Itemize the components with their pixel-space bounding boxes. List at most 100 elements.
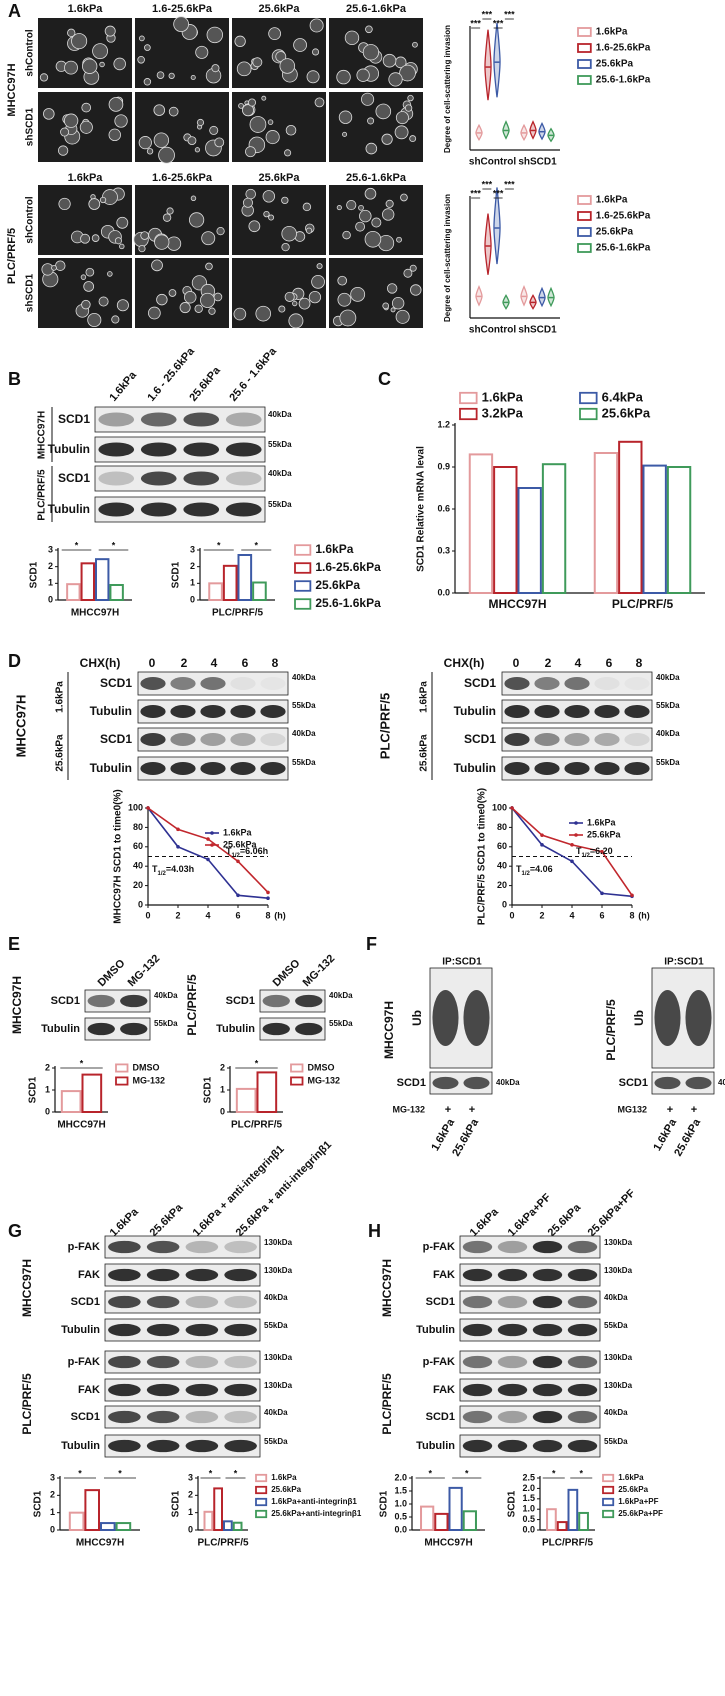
cell [242, 104, 255, 117]
micrograph [232, 258, 326, 328]
cell [400, 193, 408, 202]
legend-swatch [602, 1473, 615, 1483]
blot-band [462, 1268, 493, 1282]
annotation-sub: 1/2 [232, 853, 241, 859]
legend-label: 1.6kPa [596, 27, 628, 38]
y-tick-label: 80 [497, 822, 507, 832]
cell [337, 275, 348, 286]
protein-label: p-FAK [68, 1241, 100, 1253]
blot-band [185, 1295, 219, 1309]
significance-label: * [80, 1058, 84, 1068]
chx-label: CHX(h) [80, 656, 121, 670]
blot-band [462, 1355, 493, 1369]
blot-band [230, 762, 256, 775]
cell [268, 27, 282, 41]
blot [459, 1434, 601, 1458]
cell [83, 281, 95, 292]
blot-band [532, 1323, 563, 1337]
y-axis-label: SCD1 [171, 1490, 182, 1517]
bar [80, 562, 95, 601]
blot-band [564, 677, 590, 690]
legend-label: 1.6kPa [315, 542, 353, 556]
bar [60, 1090, 82, 1113]
blot-band [185, 1383, 219, 1397]
cell [242, 197, 253, 208]
annotation-sub: 1/2 [582, 853, 591, 859]
legend-swatch [255, 1473, 268, 1483]
column-label: 1.6-25.6kPa [152, 172, 213, 184]
cell [346, 199, 357, 211]
point [266, 896, 270, 901]
significance-label: * [209, 1468, 213, 1478]
y-tick-label: 3 [48, 544, 53, 554]
size-label: 40kDa [264, 1293, 288, 1302]
x-axis-label: MHCC97H [57, 1120, 105, 1131]
time-label: 0 [513, 656, 520, 670]
y-tick-label: 0 [138, 899, 143, 909]
protein-label: Tubulin [454, 704, 496, 718]
blot-band [170, 762, 196, 775]
significance-label: * [255, 1058, 259, 1068]
bar [95, 558, 110, 602]
blot-band [108, 1410, 141, 1424]
cell [238, 103, 244, 109]
blot-band [462, 1295, 493, 1309]
bar [84, 1489, 101, 1531]
protein-label: SCD1 [619, 1077, 648, 1089]
legend-swatch [577, 243, 592, 253]
blot [459, 1318, 601, 1342]
blot-band [624, 733, 650, 746]
cell [138, 244, 146, 253]
cell [362, 44, 380, 61]
bar [517, 487, 542, 594]
cell [104, 25, 116, 37]
size-label: 40kDa [656, 673, 680, 682]
cell [107, 271, 113, 277]
bar [546, 1508, 557, 1531]
legend-swatch [577, 227, 592, 237]
blot-band [120, 1022, 148, 1036]
legend-label: 25.6kPa [271, 1485, 301, 1494]
legend-label: 25.6kPa [602, 405, 651, 420]
blot-band [108, 1323, 141, 1337]
x-axis-label: PLC/PRF/5 [197, 1538, 249, 1549]
blot-band [230, 733, 256, 746]
cell [342, 131, 348, 137]
blot-band [567, 1439, 598, 1453]
legend-swatch [294, 580, 312, 592]
bar [66, 583, 81, 602]
cell [144, 44, 151, 51]
point [236, 859, 240, 864]
panel-letter: G [8, 1221, 22, 1241]
blot-band [295, 1022, 323, 1036]
size-label: 40kDa [656, 729, 680, 738]
cell [385, 199, 394, 208]
legend-label: MG-132 [133, 1075, 166, 1085]
lane-label: 25.6kPa [187, 364, 223, 404]
blot [104, 1318, 261, 1342]
cell [114, 237, 122, 245]
cell [255, 305, 272, 322]
protein-label: SCD1 [51, 995, 80, 1007]
cell [201, 231, 216, 246]
legend-label: 25.6-1.6kPa [596, 243, 651, 254]
point [206, 857, 210, 862]
y-tick-label: 40 [497, 861, 507, 871]
cell [261, 95, 267, 101]
lane-label: 25.6 - 1.6kPa [227, 345, 279, 404]
blot-band [120, 994, 148, 1008]
x-axis-label: PLC/PRF/5 [231, 1120, 283, 1131]
y-tick-label: 1 [220, 1084, 225, 1094]
cell [247, 98, 257, 107]
significance-label: *** [504, 179, 515, 189]
blot-band [534, 762, 560, 775]
legend-swatch [290, 1076, 304, 1086]
legend-label: 1.6kPa [596, 195, 628, 206]
y-tick-label: 2.5 [522, 1472, 535, 1482]
y-tick-label: 1.0 [394, 1498, 407, 1508]
blot-band [260, 677, 285, 690]
blot [459, 1378, 601, 1402]
cell [88, 198, 101, 210]
x-tick-label: 0 [509, 910, 514, 920]
column-label: 25.6kPa [259, 172, 301, 184]
